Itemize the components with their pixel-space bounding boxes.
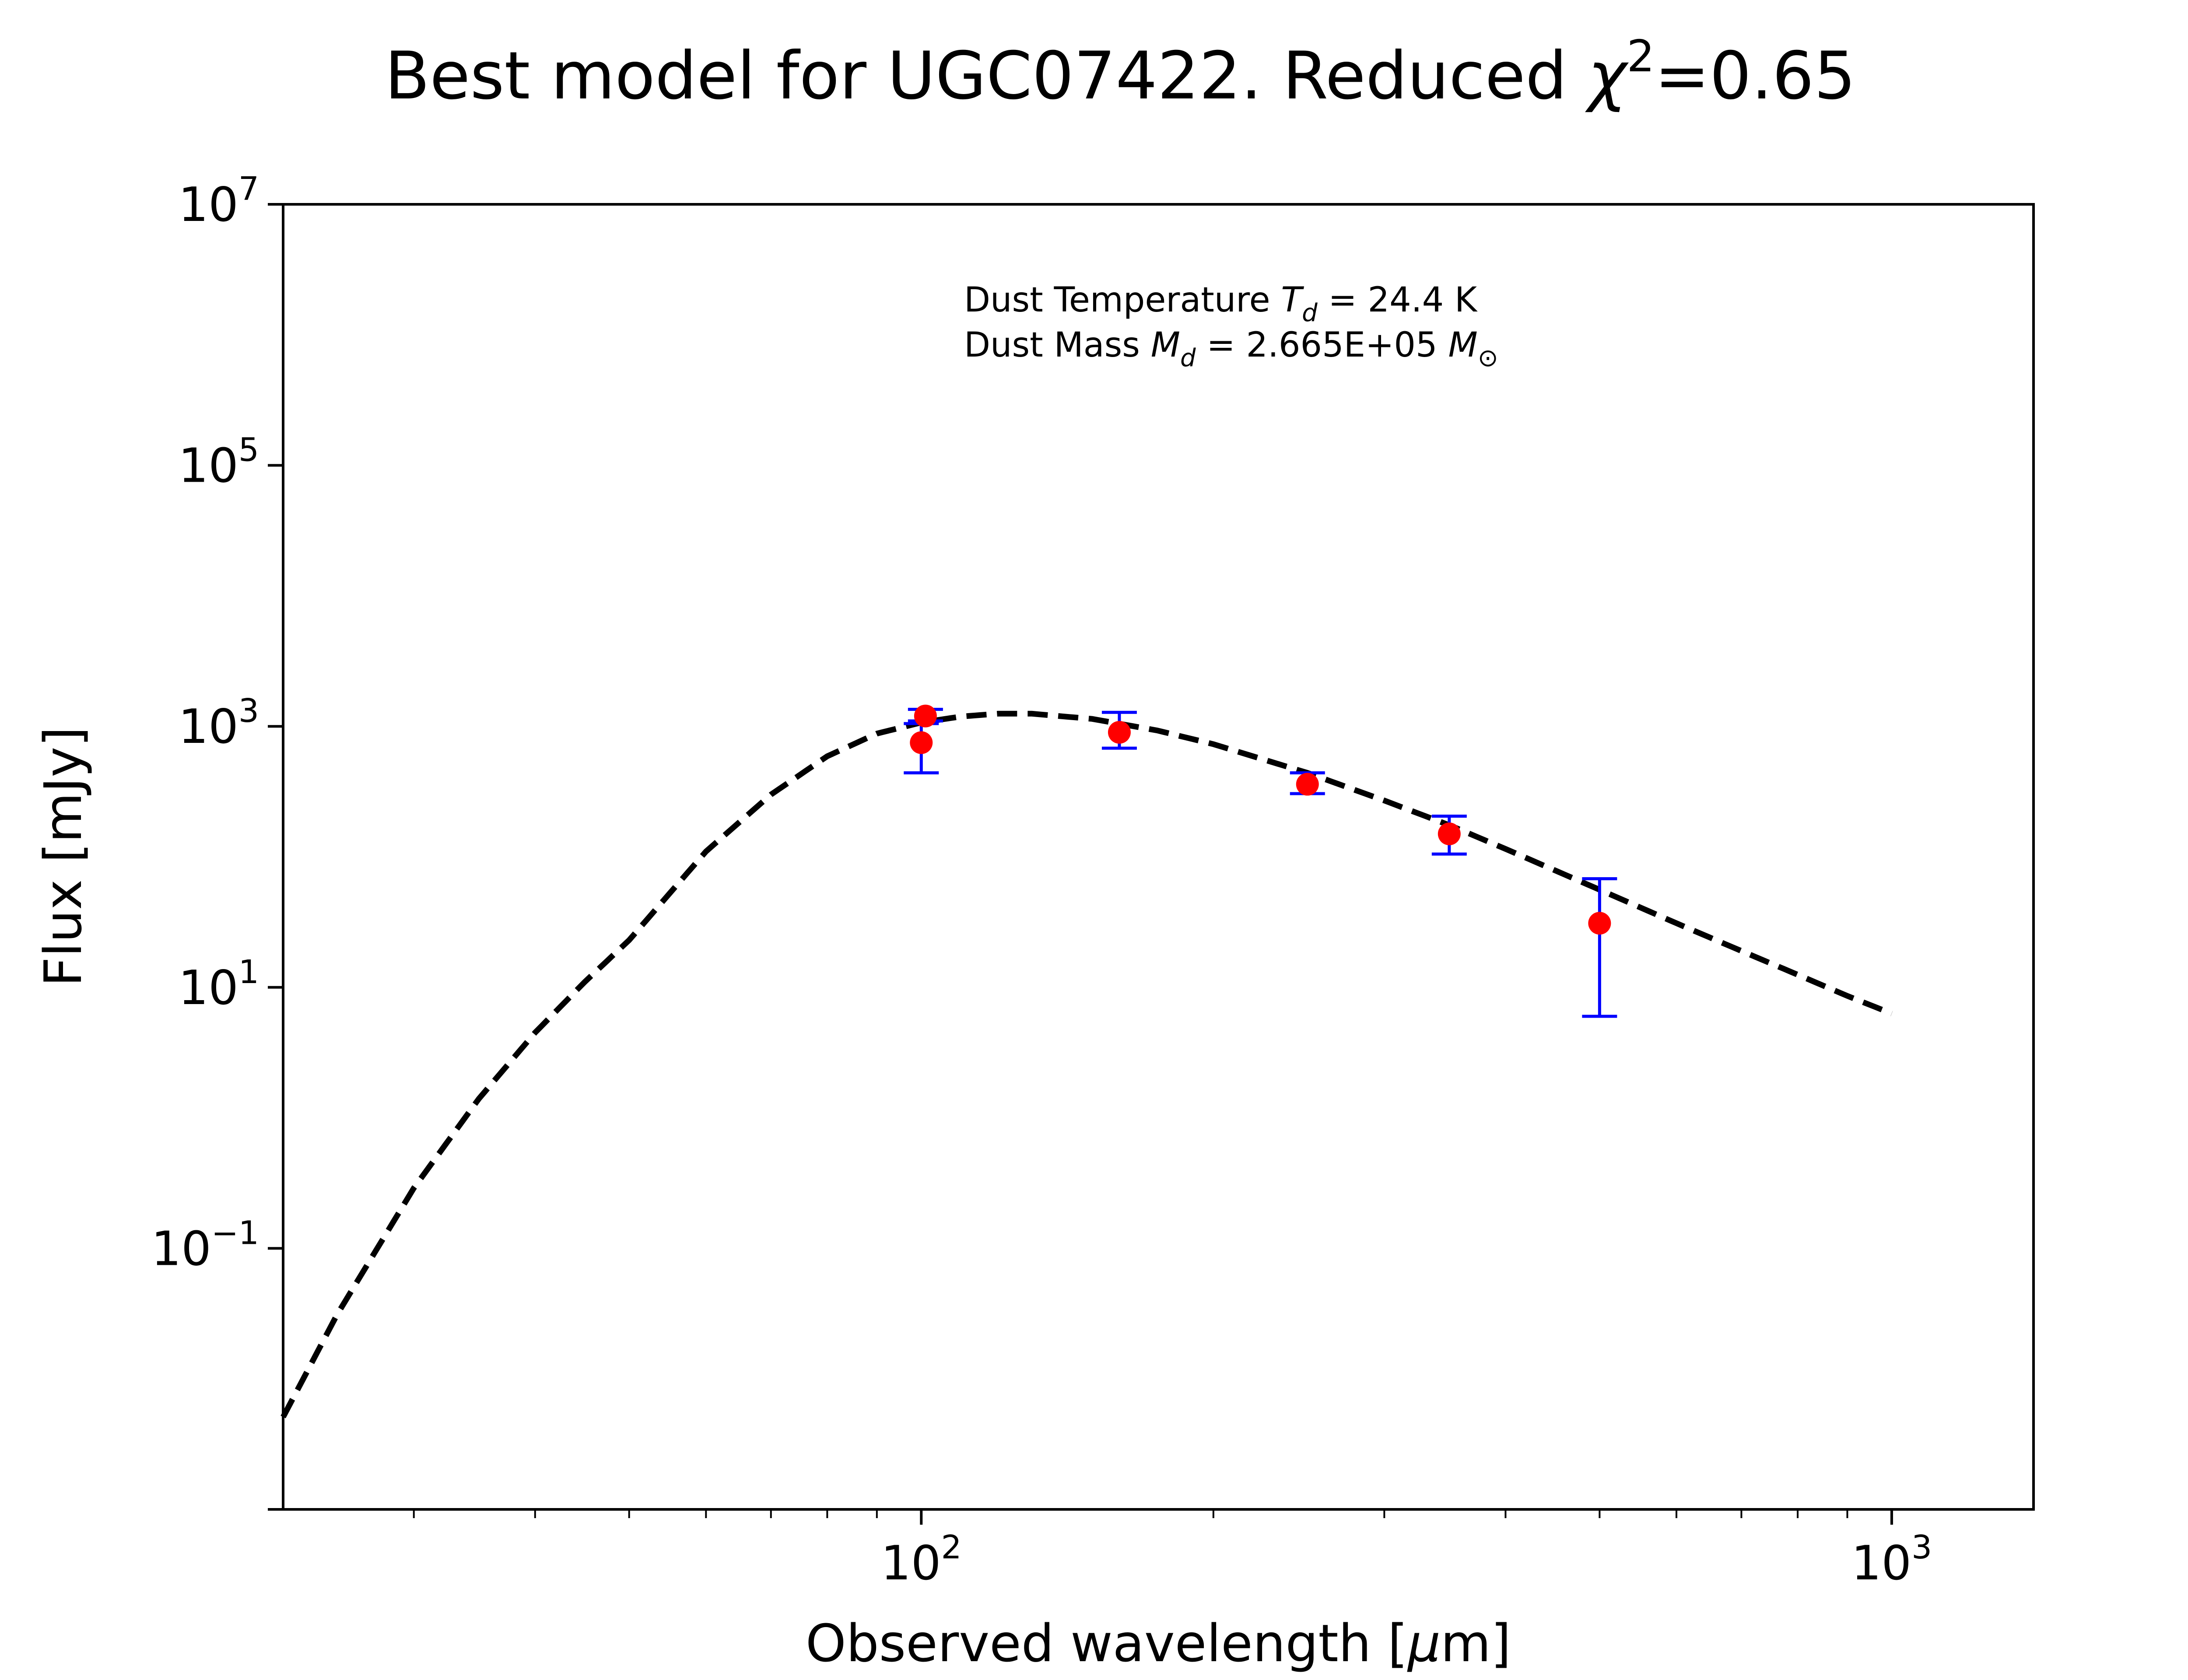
data-point xyxy=(910,731,933,754)
y-tick-label: 107 xyxy=(178,170,259,232)
model-curve xyxy=(281,710,1893,1418)
axis-ticks: 10−1 101 103 105 107 102 103 xyxy=(151,170,1932,1591)
chart-title: Best model for UGC07422. Reduced χ2=0.65 xyxy=(385,31,1856,114)
x-tick-label: 102 xyxy=(881,1529,962,1591)
y-tick-label: 103 xyxy=(178,692,259,754)
y-tick-label: 105 xyxy=(178,431,259,494)
data-point xyxy=(1588,912,1611,935)
y-tick-label: 101 xyxy=(178,953,259,1015)
dust-temperature-annotation: Dust Temperature Td = 24.4 K xyxy=(964,280,1478,327)
data-point xyxy=(1108,721,1131,744)
data-points-layer xyxy=(904,704,1617,1018)
plot-frame xyxy=(282,203,2035,1511)
x-axis-label: Observed wavelength [μm] xyxy=(806,1613,1511,1673)
dust-mass-annotation: Dust Mass Md = 2.665E+05 M⊙ xyxy=(964,326,1498,372)
data-point xyxy=(914,704,937,728)
y-axis-label: Flux [mJy] xyxy=(33,727,93,987)
data-point xyxy=(1438,822,1461,845)
y-tick-label: 10−1 xyxy=(151,1214,259,1276)
model-curve-layer xyxy=(281,710,1893,1418)
data-point xyxy=(1296,773,1319,796)
x-tick-label: 103 xyxy=(1851,1529,1932,1591)
